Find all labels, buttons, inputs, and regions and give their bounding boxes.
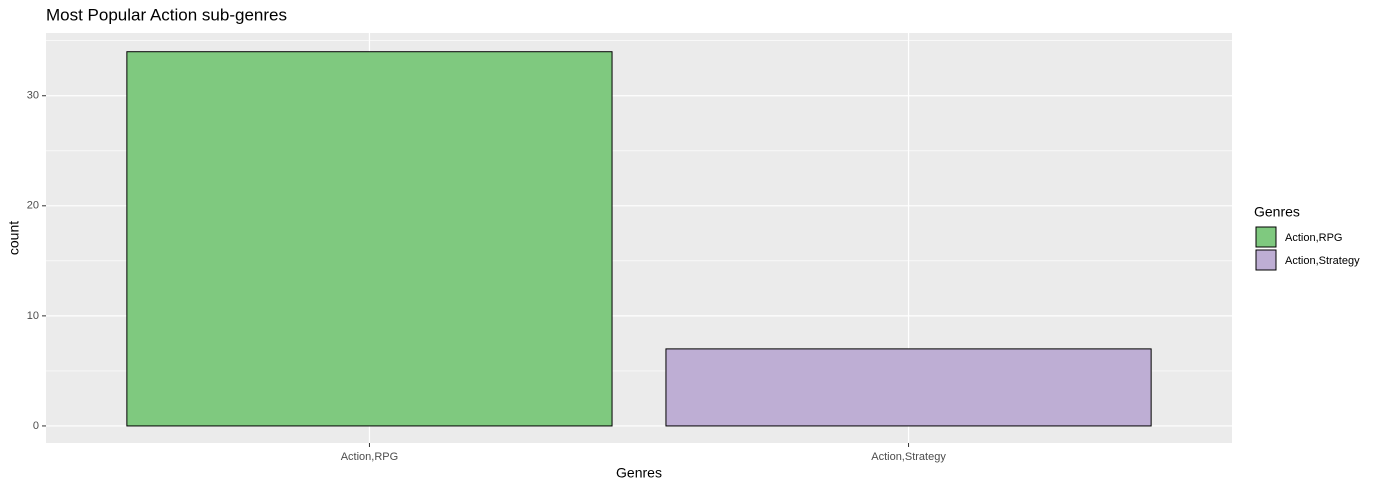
y-tick-label: 10: [27, 310, 39, 322]
legend-title: Genres: [1254, 204, 1300, 220]
y-tick-label: 30: [27, 90, 39, 102]
y-axis-label: count: [6, 221, 22, 255]
x-tick-label: Action,Strategy: [871, 451, 946, 463]
x-axis-label: Genres: [616, 465, 662, 481]
legend-key: [1255, 249, 1277, 271]
bar: [665, 348, 1152, 427]
bar: [126, 51, 613, 427]
x-tick-label: Action,RPG: [341, 451, 398, 463]
chart-title: Most Popular Action sub-genres: [46, 5, 287, 24]
legend-key: [1255, 226, 1277, 248]
y-tick-label: 0: [33, 420, 39, 432]
legend-label: Action,Strategy: [1285, 255, 1360, 267]
legend-label: Action,RPG: [1285, 232, 1342, 244]
y-tick-label: 20: [27, 200, 39, 212]
